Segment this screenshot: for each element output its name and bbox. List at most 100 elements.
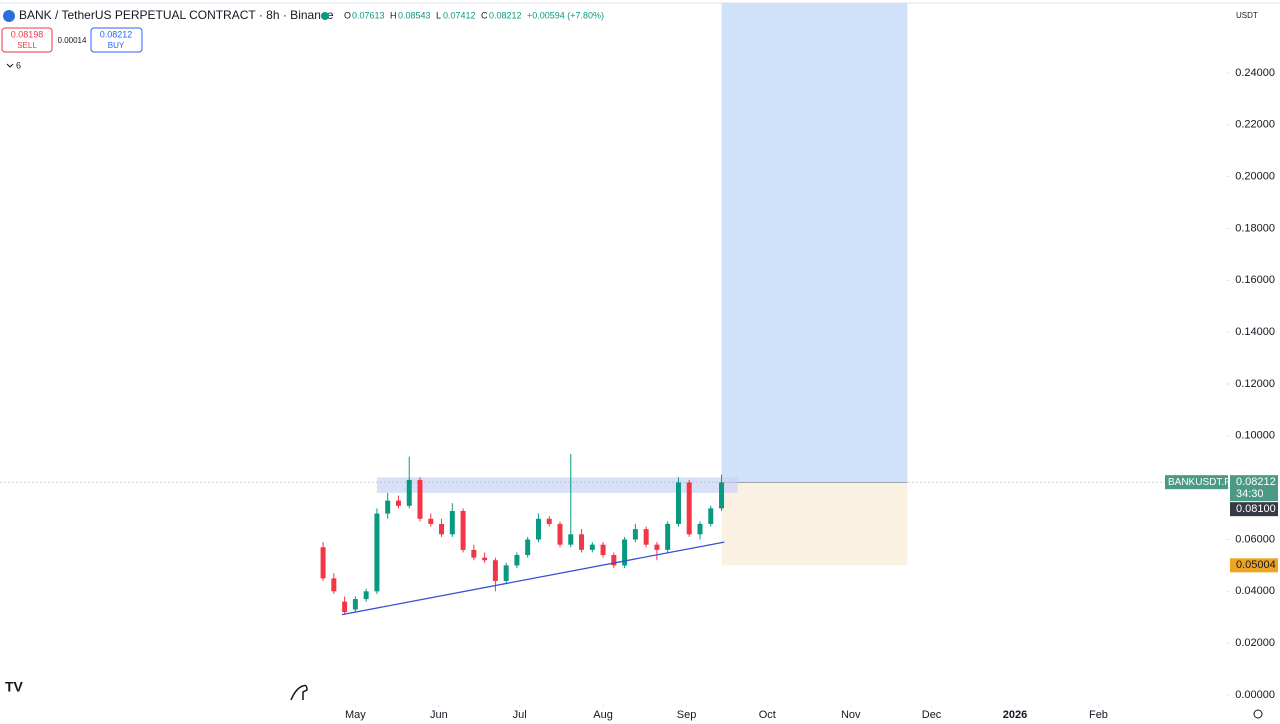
- symbol-icon: [3, 10, 15, 22]
- y-tick-label: 0.06000: [1235, 533, 1275, 545]
- dino-icon[interactable]: [290, 684, 308, 701]
- candle-body: [471, 549, 477, 558]
- x-tick-label: May: [345, 709, 366, 721]
- stop-price-tag: [1230, 558, 1278, 573]
- candle-body: [654, 544, 660, 550]
- candle-body: [719, 482, 725, 509]
- candle-body: [482, 557, 488, 561]
- l-value: 0.07412: [443, 10, 476, 20]
- candle-body: [460, 510, 466, 550]
- candle-body: [374, 513, 380, 592]
- candle-body: [568, 534, 574, 545]
- resistance-zone: [376, 477, 738, 493]
- x-tick-label: Aug: [593, 709, 613, 721]
- collapse-icon[interactable]: [6, 63, 14, 68]
- buy-label: BUY: [108, 41, 125, 50]
- x-tick-label: Feb: [1089, 709, 1108, 721]
- x-tick-label: Dec: [922, 709, 942, 721]
- candle-body: [406, 479, 412, 506]
- chart-title: BANK / TetherUS PERPETUAL CONTRACT · 8h …: [19, 8, 334, 22]
- x-tick-label: Jun: [430, 709, 448, 721]
- candle-body: [492, 560, 498, 581]
- y-tick-label: 0.04000: [1235, 585, 1275, 597]
- candle-body: [622, 539, 628, 566]
- change: +0.00594 (+7.80%): [527, 10, 604, 20]
- candle-body: [611, 555, 617, 566]
- last-price-label: 0.08212: [1236, 476, 1276, 488]
- x-tick-label: Oct: [759, 709, 776, 721]
- candle-body: [395, 500, 401, 506]
- candle-body: [320, 547, 326, 579]
- y-tick-label: 0.14000: [1235, 326, 1275, 338]
- o-value: 0.07613: [352, 10, 385, 20]
- candle-body: [697, 523, 703, 535]
- target-zone: [721, 3, 908, 483]
- currency[interactable]: USDT: [1236, 11, 1258, 20]
- sell-label: SELL: [17, 41, 37, 50]
- x-tick-label: Nov: [841, 709, 861, 721]
- candle-body: [535, 518, 541, 540]
- h-value: 0.08543: [398, 10, 431, 20]
- candle-body: [525, 539, 531, 556]
- spread: 0.00014: [58, 36, 87, 45]
- symbol-tag-text: BANKUSDT.P: [1168, 477, 1231, 488]
- candle-body: [449, 510, 455, 535]
- y-tick-label: 0.22000: [1235, 119, 1275, 131]
- l-label: L: [436, 10, 441, 20]
- candle-body: [643, 529, 649, 545]
- candle-body: [579, 534, 585, 550]
- x-tick-label: Jul: [513, 709, 527, 721]
- c-label: C: [481, 10, 488, 20]
- candle-body: [428, 518, 434, 524]
- candle-body: [385, 500, 391, 514]
- indicator-count: 6: [16, 60, 21, 70]
- candle-body: [546, 518, 552, 524]
- trendline: [341, 541, 725, 616]
- h-label: H: [390, 10, 397, 20]
- candle-body: [686, 482, 692, 535]
- candle-body: [514, 555, 520, 566]
- candle-body: [675, 482, 681, 524]
- y-tick-label: 0.20000: [1235, 171, 1275, 183]
- marker-price-label: 0.08100: [1236, 503, 1276, 515]
- countdown: 34:30: [1236, 488, 1264, 500]
- x-tick-label: Sep: [677, 709, 697, 721]
- y-tick-label: 0.10000: [1235, 430, 1275, 442]
- candle-body: [439, 523, 445, 535]
- y-tick-label: 0.12000: [1235, 378, 1275, 390]
- stop-price-label: 0.05004: [1236, 559, 1276, 571]
- candle-body: [665, 523, 671, 550]
- marker-price-tag: [1230, 502, 1278, 517]
- sell-price: 0.08198: [11, 29, 44, 39]
- candle-body: [557, 523, 563, 545]
- candle-body: [503, 565, 509, 581]
- candle-body: [363, 591, 369, 600]
- candle-body: [600, 544, 606, 556]
- y-tick-label: 0.24000: [1235, 67, 1275, 79]
- settings-icon[interactable]: [1253, 709, 1263, 719]
- c-value: 0.08212: [489, 10, 522, 20]
- logo: TV: [5, 679, 24, 695]
- buy-price: 0.08212: [100, 29, 133, 39]
- status-dot: [321, 12, 329, 20]
- last-price-tag: [1230, 475, 1278, 502]
- candle-body: [342, 601, 348, 613]
- o-label: O: [344, 10, 351, 20]
- candle-body: [589, 544, 595, 550]
- symbol-tag: [1165, 475, 1228, 490]
- candle-body: [708, 508, 714, 524]
- x-tick-label: 2026: [1003, 709, 1027, 721]
- y-tick-label: 0.16000: [1235, 274, 1275, 286]
- candle-body: [331, 578, 337, 592]
- ohlc: O 0.07613 H 0.08543 L 0.07412 C 0.08212 …: [344, 10, 604, 20]
- y-tick-label: 0.00000: [1235, 689, 1275, 701]
- sell-button[interactable]: [1, 27, 53, 53]
- candle-body: [352, 599, 358, 610]
- y-tick-label: 0.18000: [1235, 222, 1275, 234]
- y-tick-label: 0.02000: [1235, 637, 1275, 649]
- buy-button[interactable]: [90, 27, 143, 53]
- candle-body: [632, 529, 638, 540]
